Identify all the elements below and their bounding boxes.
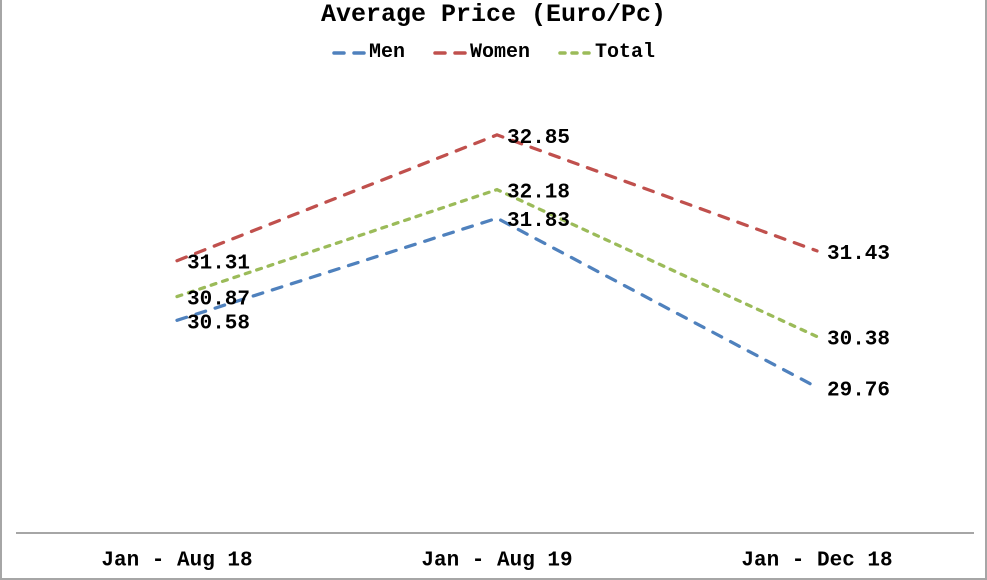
legend-dash-sample-total [558, 51, 592, 55]
x-axis-label-2: Jan - Dec 18 [741, 550, 892, 573]
data-label-total-0: 30.87 [187, 289, 250, 312]
legend-item-women: Women [433, 41, 530, 65]
legend-label-women: Women [469, 41, 530, 64]
data-label-men-2: 29.76 [827, 379, 890, 402]
series-line-women [175, 133, 819, 263]
legend-label-total: Total [595, 41, 656, 64]
data-label-women-0: 31.31 [187, 253, 250, 276]
legend-item-men: Men [332, 41, 405, 65]
data-label-total-2: 30.38 [827, 329, 890, 352]
legend-item-total: Total [558, 41, 655, 65]
chart-title: Average Price (Euro/Pc) [320, 0, 667, 29]
data-label-women-2: 31.43 [827, 243, 890, 266]
data-label-men-0: 30.58 [187, 312, 250, 335]
series-line-total [175, 187, 819, 339]
x-axis-label-0: Jan - Aug 18 [101, 550, 252, 573]
x-axis-label-1: Jan - Aug 19 [421, 550, 572, 573]
chart-legend: Men Women Total [2, 40, 985, 66]
legend-dash-sample-men [332, 51, 366, 55]
series-line-men [175, 216, 819, 389]
data-label-women-1: 32.85 [507, 127, 570, 150]
data-label-men-1: 31.83 [507, 210, 570, 233]
legend-label-men: Men [368, 41, 405, 64]
legend-dash-sample-women [433, 51, 467, 55]
data-label-total-1: 32.18 [507, 182, 570, 205]
